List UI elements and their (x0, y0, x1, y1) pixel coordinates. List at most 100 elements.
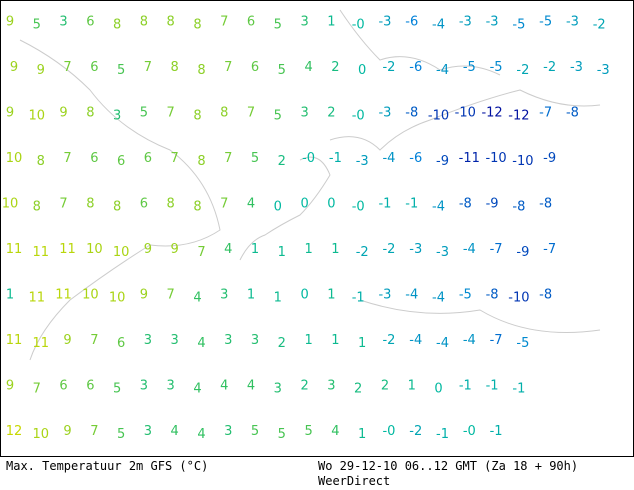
temperature-label: 8 (140, 15, 148, 30)
temperature-label: 2 (354, 382, 362, 397)
temperature-label: -3 (378, 288, 391, 303)
temperature-label: -3 (570, 60, 583, 75)
temperature-label: 8 (220, 106, 228, 121)
temperature-label: -9 (486, 197, 499, 212)
temperature-label: -6 (405, 15, 418, 30)
temperature-label: -7 (539, 106, 552, 121)
temperature-label: 8 (193, 18, 201, 33)
temperature-label: -0 (302, 151, 315, 166)
temperature-label: 6 (86, 379, 94, 394)
temperature-label: 4 (193, 382, 201, 397)
temperature-label: -10 (428, 109, 449, 124)
temperature-label: 6 (86, 15, 94, 30)
temperature-label: 10 (86, 242, 103, 257)
temperature-label: -10 (508, 291, 529, 306)
temperature-label: -2 (356, 245, 369, 260)
temperature-label: -4 (409, 333, 422, 348)
temperature-label: 3 (327, 379, 335, 394)
temperature-label: -0 (352, 200, 365, 215)
temperature-label: 7 (247, 106, 255, 121)
temperature-label: 5 (278, 427, 286, 442)
temperature-label: -1 (405, 197, 418, 212)
temperature-label: 2 (278, 336, 286, 351)
temperature-label: 1 (331, 242, 339, 257)
temperature-label: -1 (436, 427, 449, 442)
temperature-label: -5 (512, 18, 525, 33)
temperature-label: -1 (490, 424, 503, 439)
temperature-label: 1 (304, 333, 312, 348)
temperature-label: -7 (490, 333, 503, 348)
temperature-label: 9 (144, 242, 152, 257)
temperature-label: -3 (378, 106, 391, 121)
temperature-label: 1 (247, 288, 255, 303)
temperature-label: 3 (113, 109, 121, 124)
temperature-label: 8 (37, 154, 45, 169)
temperature-label: 4 (224, 242, 232, 257)
temperature-label: -8 (512, 200, 525, 215)
temperature-label: -8 (486, 288, 499, 303)
temperature-label: 3 (220, 288, 228, 303)
temperature-label: 10 (109, 291, 126, 306)
temperature-label: -2 (543, 60, 556, 75)
temperature-label: -1 (512, 382, 525, 397)
temperature-label: 6 (247, 15, 255, 30)
temperature-label: -4 (432, 291, 445, 306)
temperature-label: 8 (33, 200, 41, 215)
temperature-label: -6 (409, 151, 422, 166)
temperature-label: 6 (90, 60, 98, 75)
temperature-label: 8 (193, 109, 201, 124)
temperature-label: 10 (113, 245, 130, 260)
temperature-label: -8 (539, 197, 552, 212)
temperature-label: 1 (327, 15, 335, 30)
temperature-label: 3 (171, 333, 179, 348)
temperature-label: -8 (566, 106, 579, 121)
temperature-label: 8 (197, 154, 205, 169)
temperature-label: 0 (274, 200, 282, 215)
temperature-label: -0 (463, 424, 476, 439)
temperature-label: 7 (90, 424, 98, 439)
temperature-label: 4 (197, 427, 205, 442)
temperature-label: 8 (113, 18, 121, 33)
temperature-label: -10 (455, 106, 476, 121)
temperature-label: -3 (409, 242, 422, 257)
temperature-label: 1 (408, 379, 416, 394)
map-source: WeerDirect (318, 474, 391, 488)
temperature-label: 0 (358, 63, 366, 78)
temperature-label: 5 (33, 18, 41, 33)
map: 9 5 3 6 8 8 8 8 7 6 5 3 1 -0 -3 -6 -4 -3 -3 -5 -5 -3 -2 9 9 7 6 5 7 8… (0, 0, 634, 457)
temperature-label: 1 (251, 242, 259, 257)
map-time: Wo 29-12-10 06..12 GMT (Za 18 + 90h) (318, 459, 579, 473)
temperature-label: -0 (382, 424, 395, 439)
temperature-label: 8 (193, 200, 201, 215)
temperature-label: 8 (167, 15, 175, 30)
temperature-label: -9 (436, 154, 449, 169)
temperature-label: -10 (512, 154, 533, 169)
temperature-label: 3 (300, 15, 308, 30)
temperature-label: 5 (251, 424, 259, 439)
temperature-label: -4 (432, 18, 445, 33)
temperature-label: -5 (516, 336, 529, 351)
temperature-label: 4 (304, 60, 312, 75)
temperature-label: 1 (331, 333, 339, 348)
temperature-label: 5 (274, 18, 282, 33)
temperature-label: -5 (459, 288, 472, 303)
temperature-label: 3 (251, 333, 259, 348)
temperature-label: -5 (463, 60, 476, 75)
temperature-label: 6 (117, 154, 125, 169)
temperature-label: -12 (508, 109, 529, 124)
temperature-label: 1 (278, 245, 286, 260)
temperature-label: 8 (167, 197, 175, 212)
temperature-label: -1 (486, 379, 499, 394)
temperature-label: 5 (117, 63, 125, 78)
temperature-label: 0 (434, 382, 442, 397)
temperature-label: 9 (140, 288, 148, 303)
temperature-label: -7 (490, 242, 503, 257)
temperature-label: 4 (331, 424, 339, 439)
temperature-label: 4 (247, 197, 255, 212)
temperature-label: 11 (6, 242, 23, 257)
temperature-label: -1 (329, 151, 342, 166)
temperature-label: 4 (247, 379, 255, 394)
temperature-label: 4 (220, 379, 228, 394)
temperature-label: 9 (59, 106, 67, 121)
